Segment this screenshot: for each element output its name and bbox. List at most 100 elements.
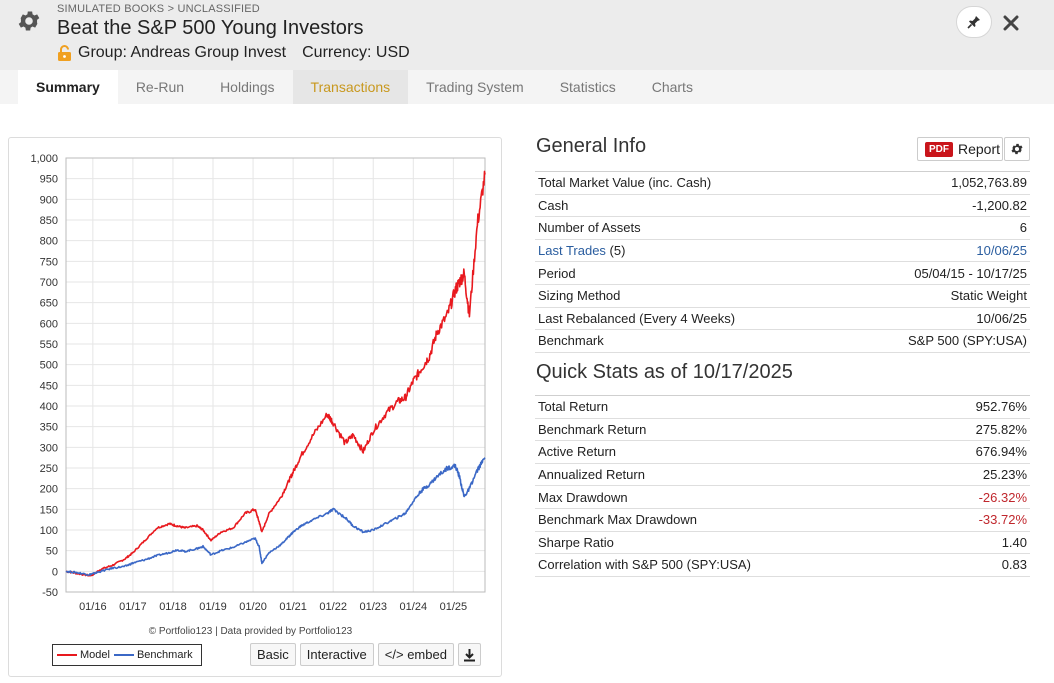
y-tick-label: 0 xyxy=(52,566,58,578)
report-label: Report xyxy=(958,141,1001,157)
stat-label: Total Return xyxy=(538,399,609,415)
info-value: Static Weight xyxy=(950,288,1027,304)
info-value: 10/06/25 xyxy=(976,310,1027,326)
x-tick-label: 01/25 xyxy=(440,601,468,613)
tab-rerun[interactable]: Re-Run xyxy=(135,79,185,95)
info-row-benchmark: Benchmark S&P 500 (SPY:USA) xyxy=(535,330,1030,353)
info-label: Period xyxy=(538,265,576,281)
stat-row-active-return: Active Return 676.94% xyxy=(535,441,1030,464)
stat-row-max-drawdown: Max Drawdown -26.32% xyxy=(535,486,1030,509)
y-tick-label: 450 xyxy=(40,380,58,392)
y-tick-label: 850 xyxy=(40,215,58,227)
y-tick-label: 150 xyxy=(40,504,58,516)
info-row-cash: Cash -1,200.82 xyxy=(535,195,1030,218)
stat-value: 275.82% xyxy=(975,421,1027,437)
y-tick-label: 800 xyxy=(40,236,58,248)
x-tick-label: 01/16 xyxy=(79,601,107,613)
tab-bar: Summary Re-Run Holdings Transactions Tra… xyxy=(0,70,1054,104)
stat-label: Annualized Return xyxy=(538,467,645,483)
series-line-benchmark xyxy=(65,457,486,576)
info-row-market-value: Total Market Value (inc. Cash) 1,052,763… xyxy=(535,172,1030,195)
pin-button[interactable] xyxy=(956,6,992,38)
info-row-sizing: Sizing Method Static Weight xyxy=(535,285,1030,308)
stat-label: Active Return xyxy=(538,444,617,460)
y-tick-label: 100 xyxy=(40,525,58,537)
embed-button[interactable]: </> embed xyxy=(377,643,454,666)
info-row-period: Period 05/04/15 - 10/17/25 xyxy=(535,262,1030,285)
info-row-last-trades: Last Trades (5) 10/06/25 xyxy=(535,240,1030,263)
y-tick-label: 300 xyxy=(40,442,58,454)
legend-benchmark[interactable]: Benchmark xyxy=(113,649,193,661)
stat-value: -26.32% xyxy=(978,489,1027,505)
last-trades-date-link[interactable]: 10/06/25 xyxy=(976,243,1027,259)
stat-label: Max Drawdown xyxy=(538,489,628,505)
general-info-title: General Info xyxy=(536,135,647,157)
book-meta: Group: Andreas Group Invest Currency: US… xyxy=(57,44,410,62)
stat-label: Correlation with S&P 500 (SPY:USA) xyxy=(538,557,751,573)
y-tick-label: 350 xyxy=(40,422,58,434)
tab-transactions[interactable]: Transactions xyxy=(292,70,409,104)
y-tick-label: 1,000 xyxy=(30,153,58,165)
info-label: Last Trades (5) xyxy=(538,243,625,258)
info-value: S&P 500 (SPY:USA) xyxy=(908,333,1027,349)
tab-trading-system[interactable]: Trading System xyxy=(426,79,524,95)
chart-controls: Basic Interactive </> embed xyxy=(250,643,485,666)
y-tick-label: 550 xyxy=(40,339,58,351)
info-value: 6 xyxy=(1019,220,1027,236)
report-button[interactable]: PDF Report xyxy=(917,137,1003,161)
stat-label: Benchmark Max Drawdown xyxy=(538,512,697,528)
basic-button[interactable]: Basic xyxy=(250,643,296,666)
stat-row-sharpe: Sharpe Ratio 1.40 xyxy=(535,532,1030,555)
quick-stats-title: Quick Stats as of 10/17/2025 xyxy=(536,361,793,383)
x-tick-label: 01/19 xyxy=(199,601,227,613)
x-tick-label: 01/21 xyxy=(279,601,307,613)
chart-credit: © Portfolio123 | Data provided by Portfo… xyxy=(149,626,353,637)
x-tick-label: 01/23 xyxy=(359,601,387,613)
y-tick-label: 200 xyxy=(40,484,58,496)
stat-value: 0.83 xyxy=(1001,557,1027,573)
info-label: Cash xyxy=(538,197,569,213)
general-info-table: Total Market Value (inc. Cash) 1,052,763… xyxy=(535,171,1030,353)
report-settings-button[interactable] xyxy=(1004,137,1030,161)
stat-row-total-return: Total Return 952.76% xyxy=(535,396,1030,419)
legend-model[interactable]: Model xyxy=(57,649,110,661)
stat-value: 676.94% xyxy=(975,444,1027,460)
pin-icon xyxy=(967,16,980,29)
close-icon xyxy=(1003,15,1019,31)
breadcrumb[interactable]: SIMULATED BOOKS > UNCLASSIFIED xyxy=(57,3,260,15)
info-value: 05/04/15 - 10/17/25 xyxy=(914,265,1027,281)
tab-summary[interactable]: Summary xyxy=(18,70,118,104)
settings-gear-icon[interactable] xyxy=(16,8,42,34)
y-tick-label: 250 xyxy=(40,463,58,475)
y-tick-label: -50 xyxy=(42,587,58,599)
pdf-badge: PDF xyxy=(925,141,953,157)
stat-row-correlation: Correlation with S&P 500 (SPY:USA) 0.83 xyxy=(535,554,1030,577)
last-trades-count: (5) xyxy=(605,243,626,259)
interactive-button[interactable]: Interactive xyxy=(299,643,374,666)
gear-icon xyxy=(1011,143,1023,155)
tab-holdings[interactable]: Holdings xyxy=(220,79,275,95)
tab-statistics[interactable]: Statistics xyxy=(559,79,616,95)
last-trades-link[interactable]: Last Trades xyxy=(538,243,606,259)
legend-benchmark-swatch xyxy=(113,654,134,656)
info-row-rebalanced: Last Rebalanced (Every 4 Weeks) 10/06/25 xyxy=(535,308,1030,331)
stat-value: 952.76% xyxy=(975,399,1027,415)
series-line-model xyxy=(65,170,486,577)
info-label: Last Rebalanced (Every 4 Weeks) xyxy=(538,310,736,326)
performance-chart[interactable]: 1,00095090085080075070065060055050045040… xyxy=(9,138,501,638)
tab-charts[interactable]: Charts xyxy=(651,79,693,95)
download-button[interactable] xyxy=(457,643,481,666)
close-button[interactable] xyxy=(1000,12,1022,34)
y-tick-label: 950 xyxy=(40,174,58,186)
info-value: -1,200.82 xyxy=(972,197,1027,213)
y-tick-label: 50 xyxy=(46,546,58,558)
download-icon xyxy=(463,648,475,661)
x-tick-label: 01/17 xyxy=(119,601,147,613)
legend-model-swatch xyxy=(57,654,77,656)
stat-label: Sharpe Ratio xyxy=(538,534,614,550)
info-label: Number of Assets xyxy=(538,220,641,236)
y-tick-label: 400 xyxy=(40,401,58,413)
legend-benchmark-label: Benchmark xyxy=(136,649,193,661)
info-label: Benchmark xyxy=(538,333,604,349)
header-bar: SIMULATED BOOKS > UNCLASSIFIED Beat the … xyxy=(0,0,1054,70)
